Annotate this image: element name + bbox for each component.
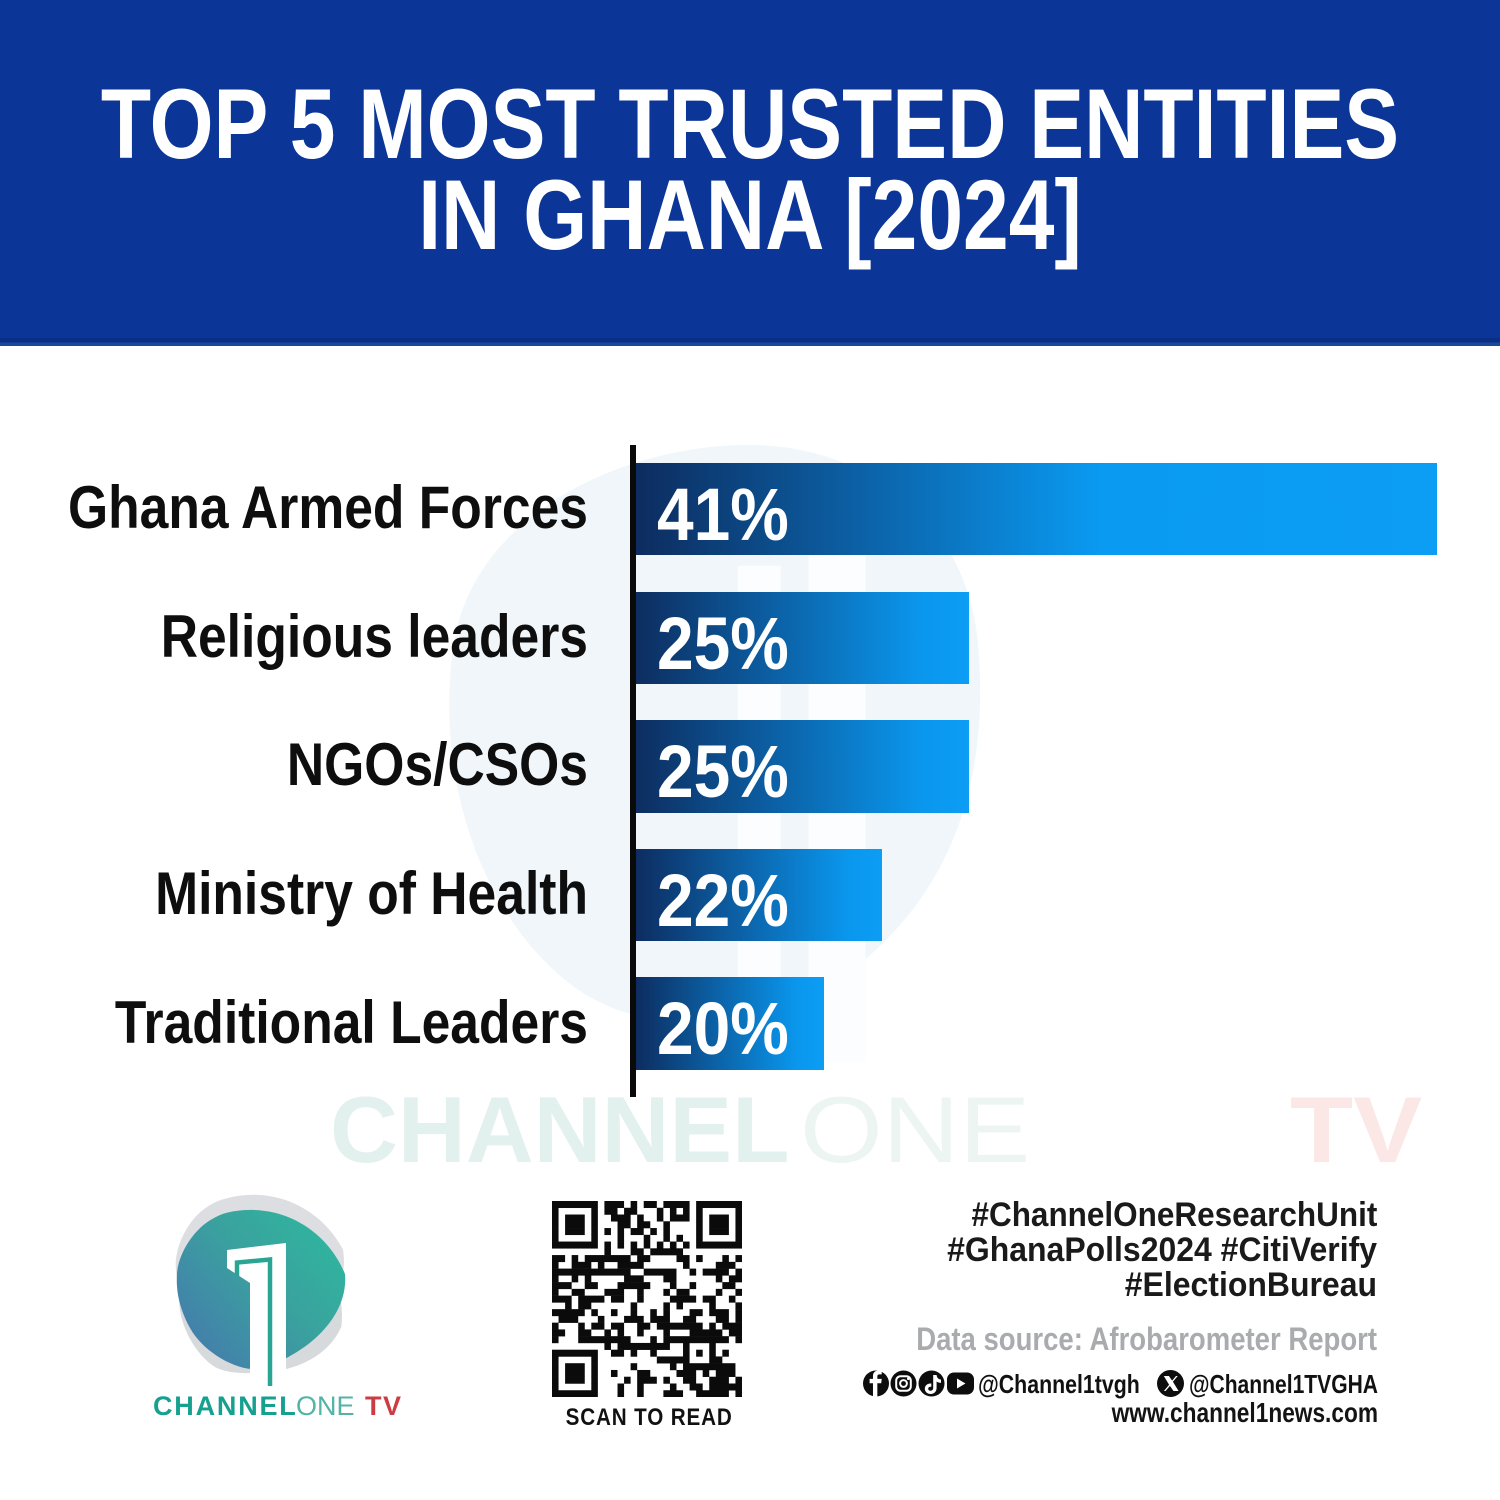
- svg-text:TV: TV: [365, 1391, 403, 1421]
- svg-text:CHANNEL: CHANNEL: [153, 1391, 298, 1421]
- svg-text:ONE: ONE: [296, 1391, 355, 1421]
